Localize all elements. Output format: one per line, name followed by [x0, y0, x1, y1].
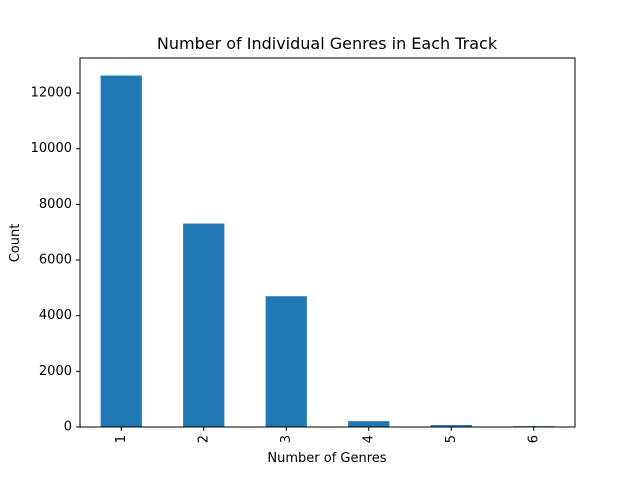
bar-4 — [348, 421, 390, 427]
y-tick-label: 4000 — [39, 308, 72, 323]
bar-3 — [265, 296, 307, 427]
x-tick-label: 5 — [444, 435, 459, 443]
bar-5 — [430, 425, 472, 427]
x-tick-label: 3 — [279, 435, 294, 443]
y-tick-label: 0 — [64, 420, 72, 435]
y-tick-label: 12000 — [31, 86, 72, 101]
x-axis-ticks: 1 2 3 4 5 6 — [114, 427, 541, 443]
y-tick-label: 6000 — [39, 253, 72, 268]
x-tick-label: 4 — [361, 435, 376, 443]
y-axis-label: Count — [8, 224, 23, 263]
x-tick-label: 2 — [196, 435, 211, 443]
chart-title: Number of Individual Genres in Each Trac… — [157, 34, 498, 53]
bar-2 — [183, 223, 225, 427]
y-axis-ticks: 0 2000 4000 6000 8000 10000 12000 — [31, 86, 80, 435]
x-axis-label: Number of Genres — [267, 451, 386, 466]
y-tick-label: 8000 — [39, 197, 72, 212]
x-tick-label: 1 — [114, 435, 129, 443]
x-tick-label: 6 — [526, 435, 541, 443]
y-tick-label: 10000 — [31, 141, 72, 156]
axes-frame — [79, 57, 576, 428]
y-tick-label: 2000 — [39, 364, 72, 379]
bars-group — [100, 75, 555, 427]
bar-1 — [100, 75, 142, 427]
